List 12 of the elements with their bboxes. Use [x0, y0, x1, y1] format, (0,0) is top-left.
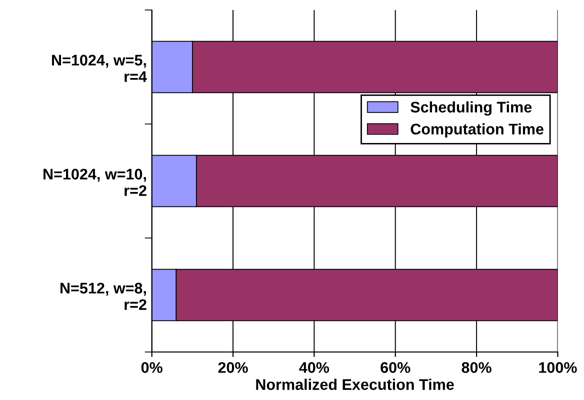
legend-label: Computation Time	[410, 123, 544, 138]
legend-label: Scheduling Time	[410, 101, 532, 116]
x-axis-title: Normalized Execution Time	[256, 378, 454, 390]
y-tick-label: N=1024, w=10, r=2	[44, 168, 146, 196]
x-tick-label: 60%	[380, 362, 410, 373]
x-tick-label: 80%	[462, 362, 492, 373]
x-tick-label: 100%	[539, 362, 577, 373]
x-tick-label: 0%	[141, 362, 162, 373]
y-tick-label: N=1024, w=5, r=4	[52, 54, 147, 82]
y-tick-label: N=512, w=8, r=2	[60, 282, 146, 310]
x-tick-label: 40%	[299, 362, 330, 373]
x-tick-label: 20%	[218, 362, 248, 373]
